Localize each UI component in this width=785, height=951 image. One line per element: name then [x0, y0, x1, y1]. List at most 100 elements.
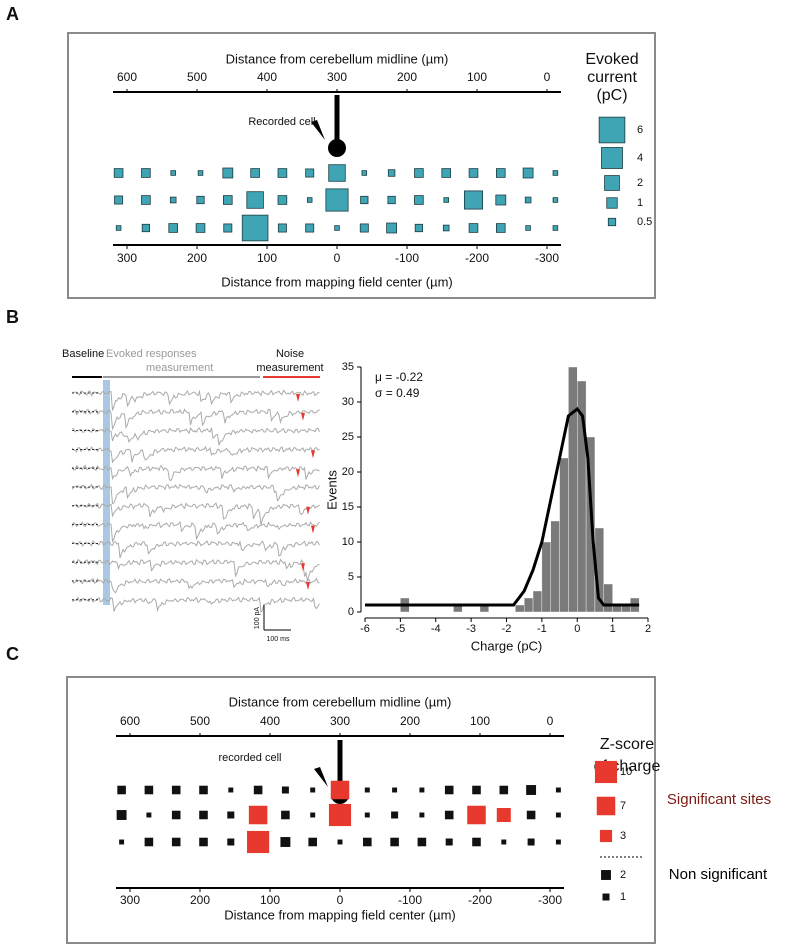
site-square — [277, 223, 287, 233]
legend-size-label: 7 — [620, 800, 626, 812]
site-square — [496, 168, 506, 178]
site-square — [417, 837, 427, 847]
site-square — [195, 223, 206, 233]
site-square — [555, 812, 561, 818]
top-tick-label: 400 — [257, 70, 277, 84]
bottom-tick-label: -200 — [465, 251, 489, 265]
trace — [71, 596, 320, 614]
site-square — [171, 837, 181, 847]
legend-group-label: Non significant — [669, 866, 768, 883]
x-tick-label: 2 — [645, 623, 651, 635]
histogram-bar — [550, 520, 560, 613]
baseline-label: Baseline — [62, 348, 104, 360]
top-tick-label: 300 — [327, 70, 347, 84]
top-tick-label: 600 — [120, 714, 140, 728]
legend-size-label: 10 — [620, 766, 632, 778]
site-square — [495, 194, 507, 206]
site-square — [444, 810, 454, 820]
site-square — [387, 169, 396, 177]
top-tick-label: 100 — [470, 714, 490, 728]
x-tick-label: -2 — [502, 623, 512, 635]
bottom-axis-title: Distance from mapping field center (µm) — [221, 274, 452, 289]
site-square — [119, 839, 125, 845]
legend-square — [604, 175, 620, 191]
trace — [72, 426, 320, 446]
legend-size-label: 1 — [620, 891, 626, 903]
site-square — [248, 805, 268, 825]
noise-event — [311, 525, 315, 534]
legend-square — [596, 796, 616, 816]
site-square — [445, 838, 453, 846]
site-square — [228, 787, 234, 793]
histogram-bar — [515, 604, 525, 613]
top-tick-label: 0 — [547, 714, 554, 728]
trace — [71, 540, 320, 559]
site-square — [419, 787, 425, 793]
site-square — [552, 170, 559, 176]
site-square — [444, 785, 454, 795]
site-square — [328, 803, 352, 827]
pipette — [314, 767, 328, 787]
bottom-tick-label: 300 — [117, 251, 137, 265]
top-tick-label: 300 — [330, 714, 350, 728]
site-square — [171, 810, 181, 820]
bottom-tick-label: 100 — [260, 893, 280, 907]
site-square — [555, 787, 561, 793]
panel-a-frame — [67, 32, 656, 299]
top-tick-label: 0 — [544, 70, 551, 84]
site-square — [241, 214, 269, 242]
histogram-bar — [541, 541, 551, 613]
y-tick-label: 35 — [342, 361, 354, 373]
site-square — [310, 812, 316, 818]
site-square — [116, 810, 127, 820]
site-square — [442, 224, 450, 232]
site-square — [247, 830, 270, 854]
site-square — [360, 195, 369, 205]
site-square — [310, 787, 316, 793]
site-square — [522, 167, 534, 179]
top-tick-label: 200 — [397, 70, 417, 84]
site-square — [141, 195, 151, 205]
bottom-tick-label: 200 — [190, 893, 210, 907]
bottom-tick-label: 200 — [187, 251, 207, 265]
noise-label: measurement — [256, 362, 323, 374]
legend-square — [606, 197, 618, 209]
site-square — [223, 195, 233, 205]
cell-body — [328, 139, 346, 157]
noise-event — [296, 394, 300, 402]
site-square — [277, 195, 288, 205]
histogram-bar — [585, 436, 596, 613]
bottom-tick-label: -300 — [538, 893, 562, 907]
x-tick-label: 1 — [610, 623, 616, 635]
top-tick-label: 200 — [400, 714, 420, 728]
legend-square — [598, 116, 626, 144]
site-square — [443, 197, 449, 203]
site-square — [222, 167, 234, 179]
trace — [71, 483, 320, 505]
top-tick-label: 500 — [187, 70, 207, 84]
site-square — [141, 168, 151, 178]
stat-annotation: μ = -0.22 — [375, 370, 423, 384]
site-square — [199, 837, 208, 847]
site-square — [468, 168, 479, 178]
top-tick-label: 600 — [117, 70, 137, 84]
trace — [71, 502, 320, 526]
site-square — [364, 787, 370, 793]
histogram-bar — [603, 583, 613, 613]
evoked-label: Evoked responses — [106, 348, 197, 360]
site-square — [387, 195, 396, 205]
site-square — [392, 787, 398, 793]
top-tick-label: 100 — [467, 70, 487, 84]
site-square — [390, 837, 399, 847]
legend-size-label: 2 — [637, 177, 643, 189]
top-axis-title: Distance from cerebellum midline (µm) — [229, 694, 452, 709]
site-square — [227, 838, 235, 846]
top-axis-title: Distance from cerebellum midline (µm) — [226, 51, 449, 66]
site-square — [168, 223, 178, 233]
site-square — [306, 197, 313, 203]
stimulus-window — [103, 380, 110, 605]
site-square — [171, 785, 181, 795]
site-square — [117, 785, 126, 795]
site-square — [555, 839, 561, 845]
